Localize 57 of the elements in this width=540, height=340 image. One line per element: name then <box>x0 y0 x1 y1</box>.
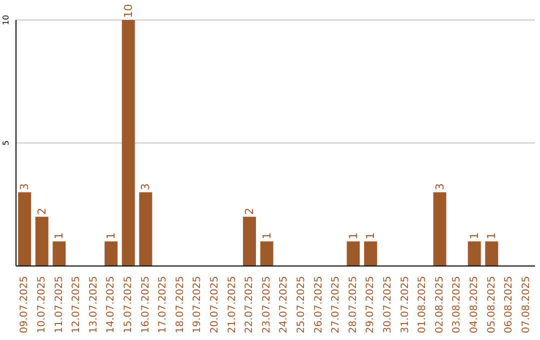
bar <box>122 20 135 266</box>
bar <box>433 192 446 266</box>
x-tick-label: 18.07.2025 <box>174 276 186 334</box>
data-label: 3 <box>139 183 152 190</box>
x-tick-label: 09.07.2025 <box>19 276 30 334</box>
bar <box>364 241 378 266</box>
x-tick-label: 01.08.2025 <box>417 276 428 334</box>
x-tick-label: 26.07.2025 <box>313 276 324 334</box>
bar <box>242 216 256 266</box>
x-tick-label: 07.08.2025 <box>520 276 532 334</box>
x-tick-label: 12.07.2025 <box>71 276 82 334</box>
data-label: 1 <box>52 232 66 240</box>
x-tick-label: 23.07.2025 <box>261 276 272 334</box>
x-tick-label: 31.07.2025 <box>400 276 411 334</box>
data-label: 1 <box>468 232 481 240</box>
x-tick-label: 24.07.2025 <box>278 276 290 334</box>
x-tick-label: 25.07.2025 <box>296 276 307 334</box>
bar <box>468 241 481 266</box>
data-label: 1 <box>364 232 378 240</box>
x-tick-label: 04.08.2025 <box>468 276 480 334</box>
data-label: 3 <box>18 183 32 190</box>
bar <box>18 192 32 266</box>
x-tick-label: 14.07.2025 <box>106 276 117 334</box>
bar <box>346 241 360 266</box>
x-tick-label: 15.07.2025 <box>122 276 134 334</box>
bar <box>52 241 66 266</box>
x-tick-label: 28.07.2025 <box>348 276 359 334</box>
data-label: 2 <box>242 208 256 215</box>
bar <box>104 241 118 266</box>
x-tick-label: 03.08.2025 <box>452 276 463 334</box>
x-tick-label: 22.07.2025 <box>244 276 256 334</box>
x-tick-label: 27.07.2025 <box>330 276 342 334</box>
x-tick-label: 17.07.2025 <box>158 276 169 334</box>
bar <box>260 241 274 266</box>
data-label: 1 <box>485 232 498 240</box>
bar <box>35 216 48 266</box>
x-tick-label: 29.07.2025 <box>365 276 376 334</box>
x-tick-label: 10.07.2025 <box>36 276 48 334</box>
x-tick-label: 20.07.2025 <box>209 276 220 334</box>
x-tick-label: 19.07.2025 <box>192 276 204 334</box>
x-tick-label: 30.07.2025 <box>382 276 394 334</box>
data-label: 2 <box>35 208 48 215</box>
x-tick-label: 16.07.2025 <box>140 276 152 334</box>
data-label: 1 <box>104 232 118 240</box>
x-tick-label: 13.07.2025 <box>88 276 100 334</box>
y-tick-label: 5 <box>2 140 10 146</box>
x-tick-label: 21.07.2025 <box>226 276 238 334</box>
data-label: 1 <box>260 232 274 240</box>
data-label: 1 <box>346 232 360 240</box>
data-label: 10 <box>122 4 135 18</box>
bar <box>485 241 498 266</box>
data-label: 3 <box>433 183 446 190</box>
x-tick-label: 11.07.2025 <box>54 276 65 334</box>
x-tick-label: 05.08.2025 <box>486 276 498 334</box>
bar <box>139 192 152 266</box>
x-tick-label: 06.08.2025 <box>504 276 515 334</box>
x-tick-label: 02.08.2025 <box>434 276 446 334</box>
